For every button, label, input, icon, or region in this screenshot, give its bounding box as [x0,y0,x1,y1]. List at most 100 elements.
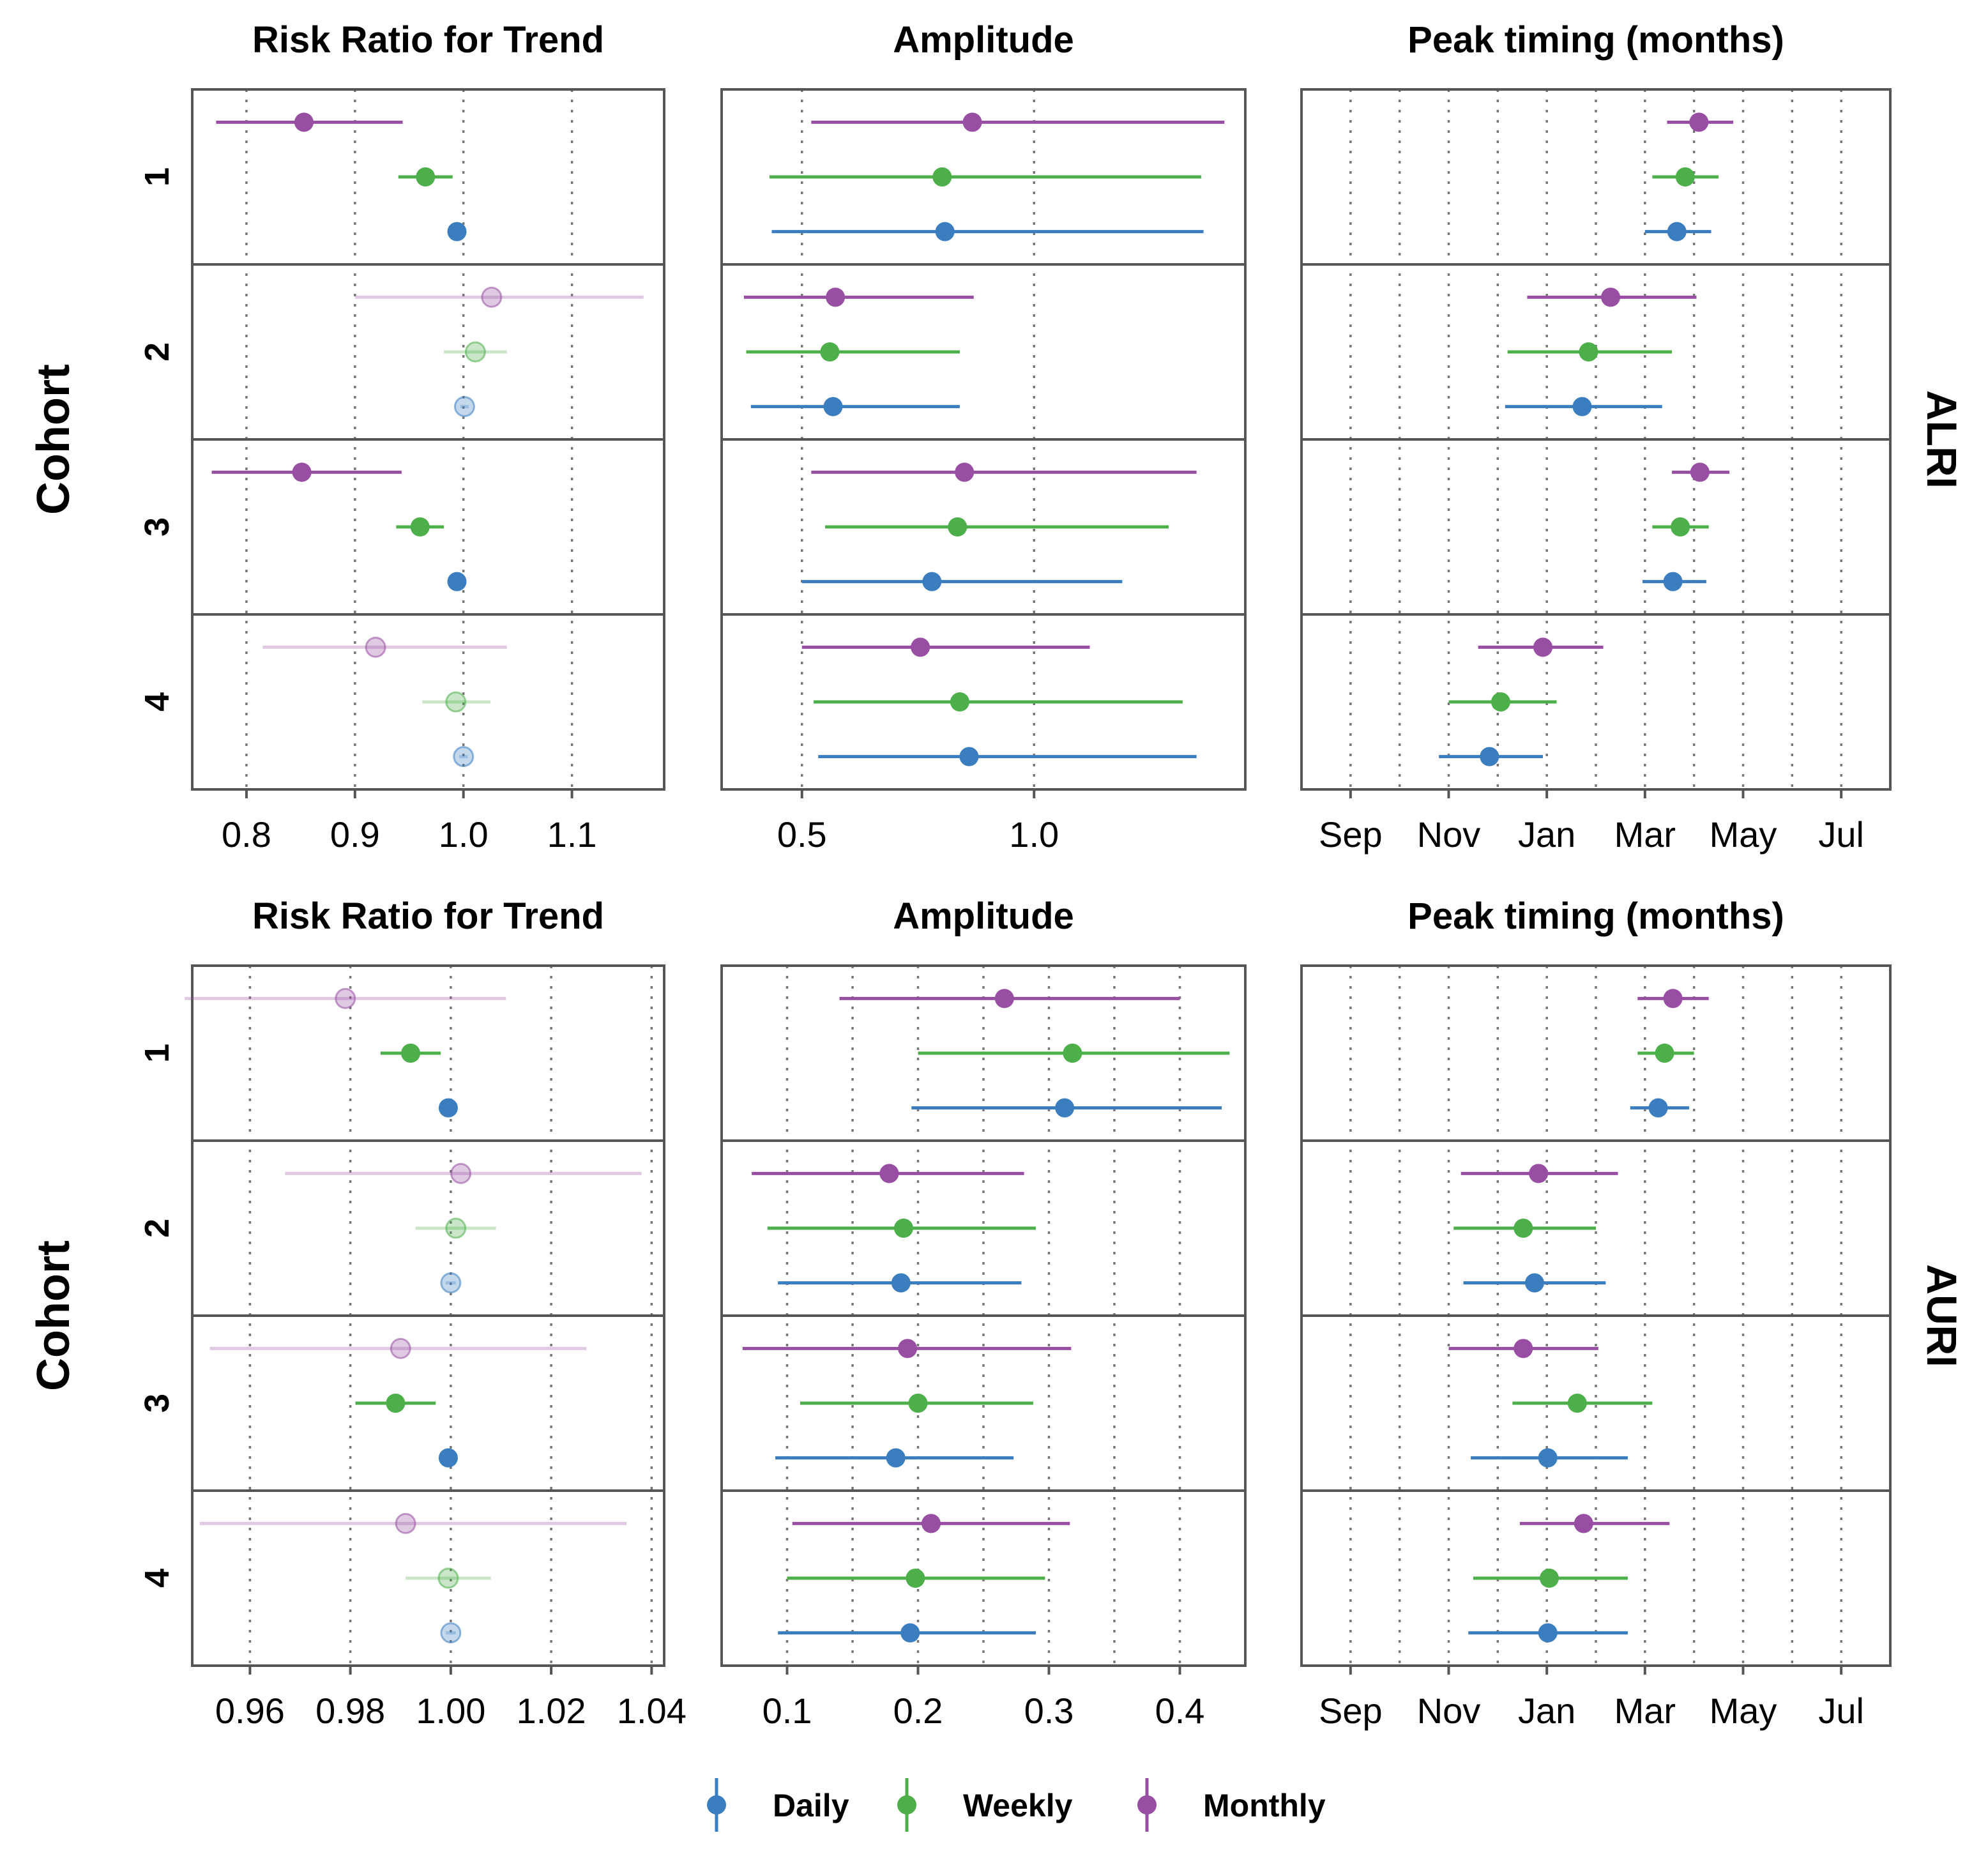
cohort-tick-label: 1 [138,167,176,186]
point-weekly [445,691,467,713]
point-weekly [1655,1044,1674,1063]
cohort-tick-label: 4 [138,692,176,711]
x-tick-label: 1.1 [547,814,597,855]
cohort-tick-label: 2 [138,1219,176,1238]
facet-label-alri: ALRI [1918,390,1966,489]
legend-label: Weekly [963,1788,1073,1823]
x-tick-label: 0.4 [1155,1691,1205,1731]
point-weekly [948,517,967,536]
panel-border [1300,88,1892,791]
legend-key-point [707,1795,726,1814]
legend-label: Daily [773,1788,849,1823]
panel-border [1300,964,1892,1667]
panel-title: Risk Ratio for Trend [252,19,604,61]
point-monthly [922,1514,941,1533]
x-tick-label: 0.96 [215,1691,285,1731]
point-monthly [1574,1514,1593,1533]
cohort-tick-label: 2 [138,342,176,361]
x-tick-label: 1.00 [416,1691,485,1731]
x-tick-label: Mar [1614,1691,1676,1731]
x-tick-label: 0.3 [1024,1691,1074,1731]
point-daily [1648,1098,1668,1118]
point-weekly [1579,342,1598,361]
x-tick-label: 1.02 [517,1691,586,1731]
point-weekly [908,1394,928,1413]
point-monthly [1690,462,1710,482]
point-daily [453,746,474,768]
x-tick-label: May [1710,814,1777,855]
x-tick-label: 0.1 [763,1691,812,1731]
point-monthly [898,1339,918,1358]
point-monthly [365,636,386,658]
point-monthly [994,989,1014,1008]
panel-title: Peak timing (months) [1408,19,1784,61]
point-monthly [962,112,982,132]
cohort-tick-label: 4 [138,1569,176,1588]
x-tick-label: 0.2 [893,1691,943,1731]
x-tick-label: 0.5 [777,814,827,855]
point-daily [900,1623,920,1643]
point-daily [453,396,475,418]
point-daily [891,1273,911,1293]
legend-label: Monthly [1203,1788,1326,1823]
panels-layer: Cohort ALRI 1 2 3 4 Risk Ratio for Trend 0.8 0.9… [28,19,1966,1731]
point-weekly [386,1394,406,1413]
point-weekly [437,1567,459,1589]
point-daily [440,1622,462,1644]
panel-1-0: Risk Ratio for Trend 0.96 0.98 1.00 1.02 1.04 [185,895,687,1731]
panel-border [720,88,1247,791]
point-weekly [1514,1219,1533,1238]
point-weekly [1671,517,1690,536]
x-tick-label: 0.9 [330,814,380,855]
point-weekly [464,341,486,363]
panel-title: Amplitude [893,19,1074,61]
point-weekly [400,1044,420,1063]
point-daily [447,572,467,591]
point-monthly [1533,637,1553,657]
facet-label-auri: AURI [1918,1264,1966,1367]
point-weekly [932,167,952,186]
point-weekly [416,167,436,186]
point-monthly [911,637,930,657]
point-daily [440,1272,462,1294]
point-daily [1538,1623,1558,1643]
point-daily [823,397,843,416]
point-weekly [1567,1394,1587,1413]
point-monthly [1601,287,1621,307]
point-daily [959,747,979,766]
point-monthly [879,1164,899,1183]
x-tick-label: May [1710,1691,1777,1731]
legend-item-monthly: Monthly [1137,1778,1326,1832]
point-monthly [335,987,356,1009]
x-tick-label: 1.0 [1009,814,1059,855]
point-daily [935,222,955,241]
point-monthly [390,1337,411,1359]
point-weekly [1491,692,1510,711]
panel-border [191,88,665,791]
panel-0-2: Peak timing (months) Sep Nov Jan Mar May Jul [1300,19,1892,855]
point-monthly [294,112,314,132]
panel-title: Risk Ratio for Trend [252,895,604,937]
point-weekly [410,517,430,536]
point-monthly [395,1512,416,1534]
panel-border [720,964,1247,1667]
legend-item-daily: Daily [707,1778,849,1832]
point-daily [1663,572,1683,591]
legend-item-weekly: Weekly [897,1778,1073,1832]
point-monthly [481,286,503,308]
block-alri: Cohort ALRI 1 2 3 4 Risk Ratio for Trend 0.8 0.9… [28,19,1966,855]
point-daily [886,1448,906,1468]
panel-border [191,964,665,1667]
point-daily [438,1098,458,1118]
point-monthly [1514,1339,1533,1358]
point-monthly [955,462,975,482]
point-daily [1055,1098,1075,1118]
legend-key-point [1137,1795,1157,1814]
x-tick-label: Jul [1818,1691,1864,1731]
point-monthly [292,462,312,482]
x-tick-label: 1.04 [617,1691,687,1731]
point-monthly [450,1162,472,1184]
point-daily [1572,397,1592,416]
point-monthly [1529,1164,1549,1183]
